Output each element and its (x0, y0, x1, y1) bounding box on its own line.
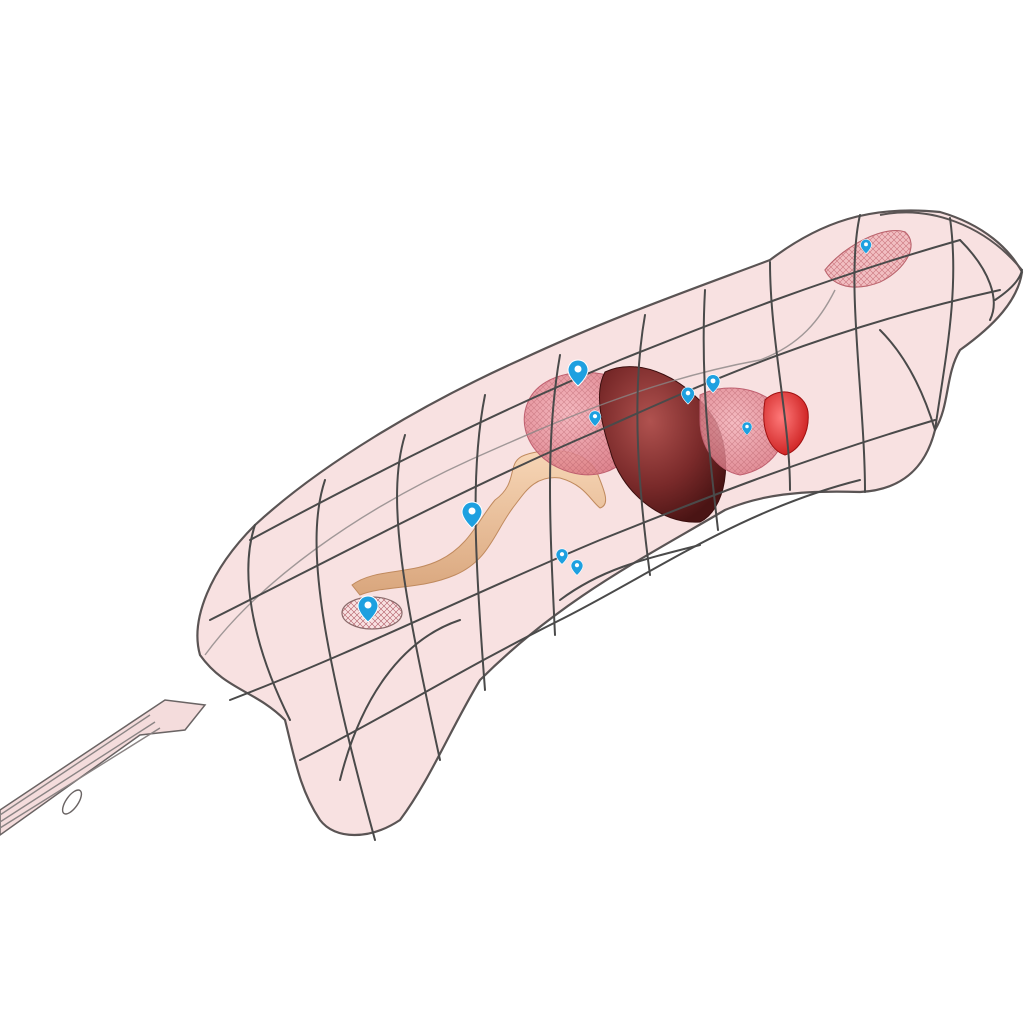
location-pin-icon[interactable] (681, 386, 695, 405)
wireframe-mesh (209, 214, 1023, 841)
organs (204, 230, 912, 656)
location-pin-icon[interactable] (860, 239, 872, 255)
location-pin-icon[interactable] (357, 595, 379, 623)
location-pin-icon[interactable] (570, 559, 584, 576)
tail (0, 699, 207, 836)
marker-group (357, 239, 872, 623)
location-pin-icon[interactable] (705, 374, 721, 394)
intestine-mesh[interactable] (351, 450, 607, 596)
mouse-body-shell (196, 209, 1024, 837)
location-pin-icon[interactable] (741, 421, 753, 436)
location-pin-icon[interactable] (567, 359, 589, 387)
location-pin-icon[interactable] (555, 548, 569, 565)
liver-mesh[interactable] (599, 366, 727, 523)
location-pin-icon[interactable] (588, 410, 602, 427)
location-pin-icon[interactable] (461, 501, 483, 529)
